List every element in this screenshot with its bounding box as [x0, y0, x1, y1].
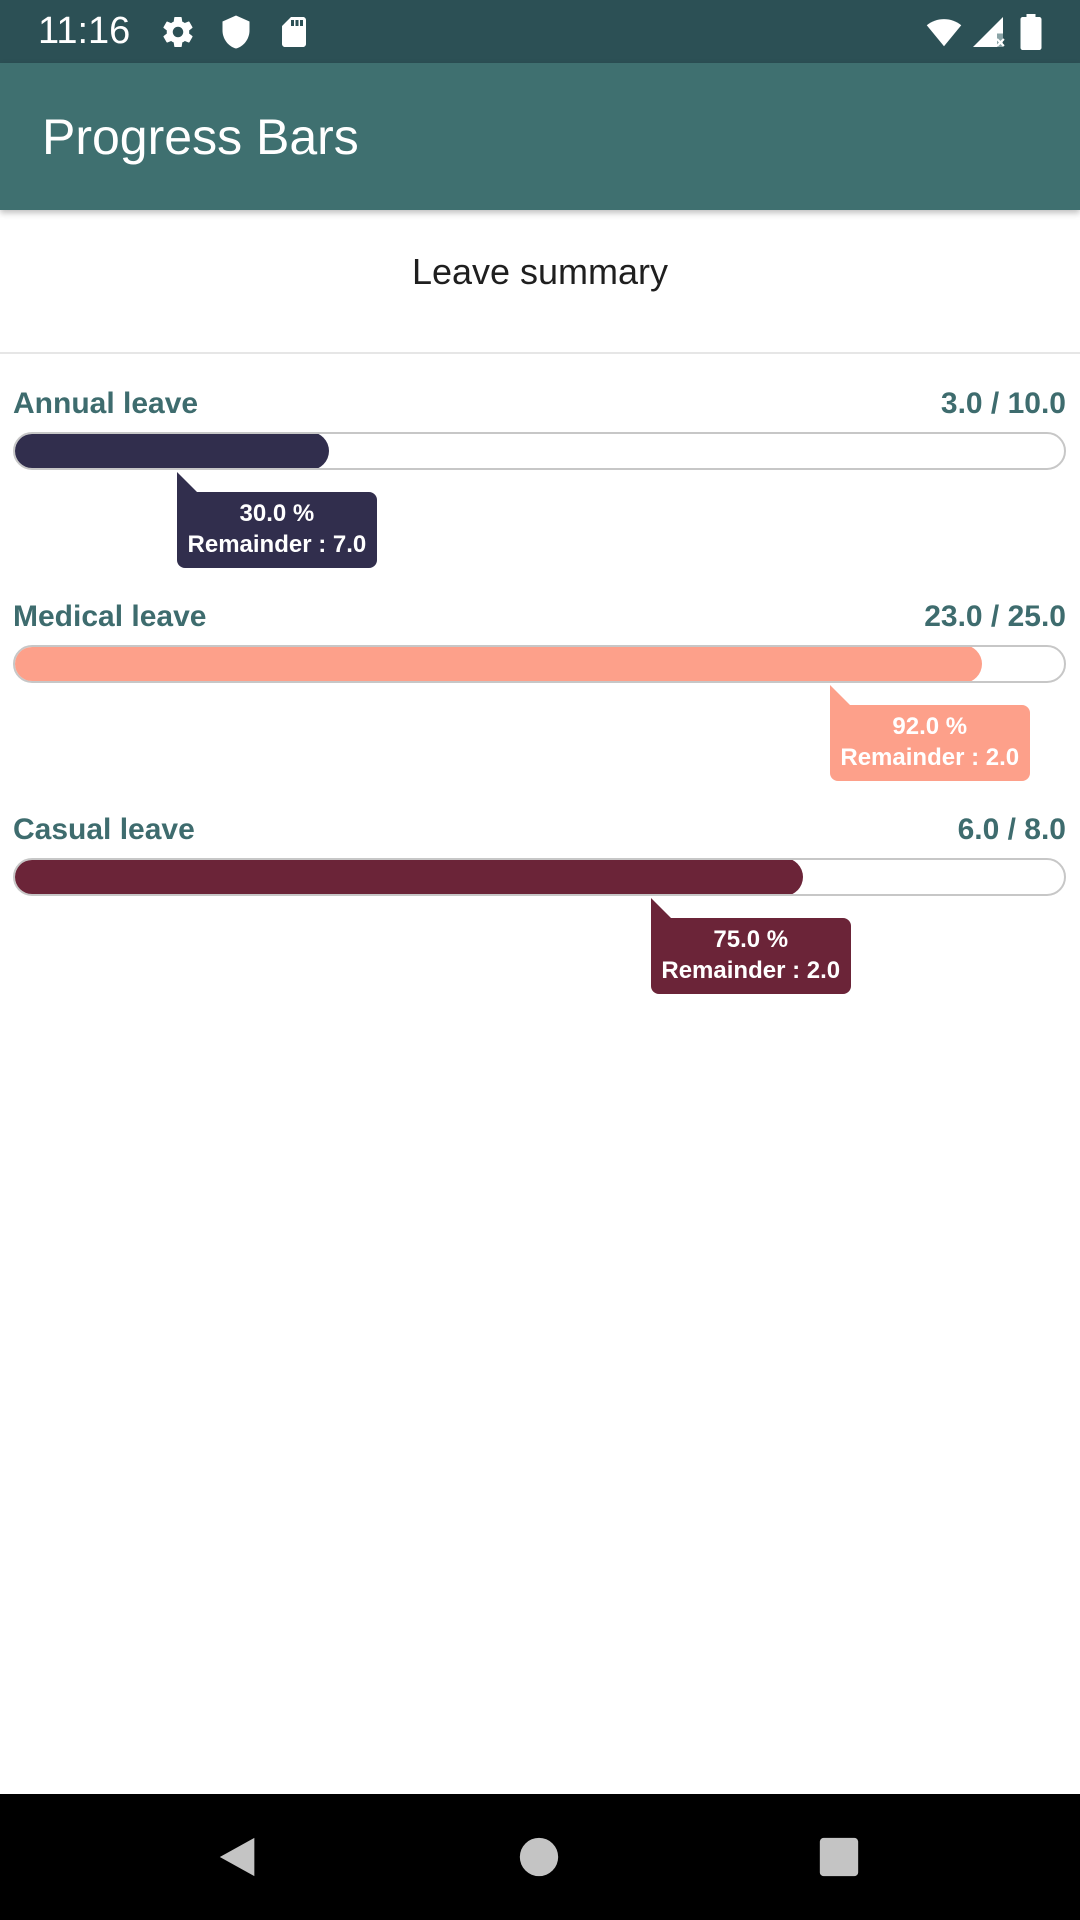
remainder-text: Remainder : 2.0: [840, 744, 1020, 771]
leave-value: 3.0 / 10.0: [940, 387, 1066, 420]
back-icon[interactable]: [216, 1834, 262, 1880]
progress-fill: [15, 860, 803, 894]
signal-icon: [970, 14, 1006, 50]
summary-title: Leave summary: [411, 251, 669, 292]
wifi-icon: [922, 14, 966, 50]
app-title: Progress Bars: [42, 109, 359, 165]
leave-label: Medical leave: [13, 600, 207, 633]
status-bar: 11:16: [0, 0, 1080, 63]
recents-icon[interactable]: [816, 1834, 862, 1880]
progress-track: [13, 645, 1066, 683]
progress-tooltip: 92.0 % Remainder : 2.0: [829, 685, 1030, 781]
leave-label: Annual leave: [13, 387, 199, 420]
navigation-bar: [0, 1794, 1080, 1920]
leave-value: 6.0 / 8.0: [957, 813, 1066, 846]
remainder-text: Remainder : 7.0: [187, 531, 367, 558]
sd-card-icon: [276, 14, 312, 50]
leave-value: 23.0 / 25.0: [924, 600, 1066, 633]
progress-track: [13, 858, 1066, 896]
app-bar: Progress Bars: [0, 63, 1080, 210]
remainder-text: Remainder : 2.0: [661, 957, 841, 984]
percent-text: 75.0 %: [713, 926, 789, 953]
percent-text: 92.0 %: [892, 713, 968, 740]
leave-item-annual: Annual leave 3.0 / 10.0 30.0 % Remainder…: [0, 384, 1080, 584]
battery-icon: [1016, 14, 1046, 50]
summary-header: Leave summary: [0, 210, 1080, 354]
status-time: 11:16: [38, 10, 131, 52]
leave-label: Casual leave: [13, 813, 195, 846]
progress-tooltip: 30.0 % Remainder : 7.0: [176, 472, 377, 568]
leave-item-medical: Medical leave 23.0 / 25.0 92.0 % Remaind…: [0, 597, 1080, 797]
percent-text: 30.0 %: [239, 500, 315, 527]
progress-fill: [15, 434, 329, 468]
leave-item-casual: Casual leave 6.0 / 8.0 75.0 % Remainder …: [0, 810, 1080, 1010]
progress-fill: [15, 647, 982, 681]
home-icon[interactable]: [516, 1834, 562, 1880]
progress-track: [13, 432, 1066, 470]
shield-icon: [218, 14, 254, 50]
gear-icon: [160, 14, 196, 50]
progress-tooltip: 75.0 % Remainder : 2.0: [650, 898, 851, 994]
